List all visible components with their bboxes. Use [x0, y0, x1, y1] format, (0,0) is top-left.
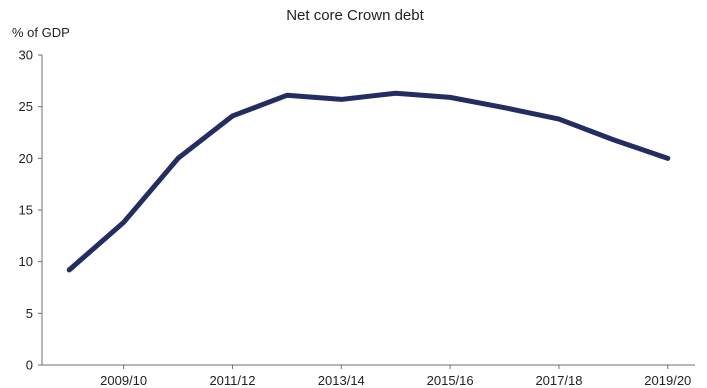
x-tick-label: 2017/18	[535, 373, 582, 388]
data-point	[393, 91, 398, 96]
x-tick-label: 2015/16	[427, 373, 474, 388]
x-tick-label: 2013/14	[318, 373, 365, 388]
data-point	[284, 93, 289, 98]
x-tick-label: 2019/20	[644, 373, 691, 388]
series-layer	[66, 90, 671, 273]
chart-title: Net core Crown debt	[286, 7, 424, 24]
data-point	[67, 267, 72, 272]
y-tick-label: 20	[19, 151, 33, 166]
y-tick-label: 15	[19, 203, 33, 218]
y-tick-label: 5	[26, 306, 33, 321]
data-point	[556, 117, 561, 122]
y-axis-label: % of GDP	[12, 25, 70, 40]
data-point	[665, 156, 670, 161]
data-point	[611, 137, 616, 142]
x-tick-label: 2011/12	[209, 373, 255, 388]
y-tick-label: 25	[19, 99, 33, 114]
y-tick-label: 30	[19, 48, 33, 63]
y-tick-label: 10	[19, 254, 33, 269]
x-ticks: 2009/10 2011/12 2013/14 2015/16 2017/18 2019/…	[100, 365, 691, 388]
data-point	[502, 105, 507, 110]
axes	[41, 55, 695, 366]
data-point	[339, 97, 344, 102]
series-line	[66, 90, 671, 273]
data-point	[448, 95, 453, 100]
data-point	[121, 220, 126, 225]
y-ticks: 0 5 10 15 20 25 30	[19, 48, 42, 373]
data-point	[176, 156, 181, 161]
data-point	[230, 113, 235, 118]
x-tick-label: 2009/10	[100, 373, 147, 388]
y-tick-label: 0	[26, 358, 33, 373]
